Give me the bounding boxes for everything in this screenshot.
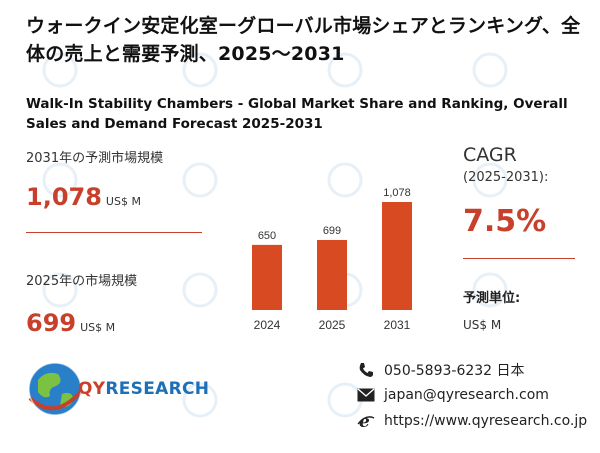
logo-text: QYRESEARCH (78, 379, 209, 399)
bar-value-label-2031: 1,078 (383, 187, 411, 199)
bar-value-label-2024: 650 (258, 230, 276, 242)
forecast-value-row: 1,078 US$ M (26, 183, 141, 211)
email-link[interactable]: japan@qyresearch.com (384, 387, 549, 403)
x-tick-label-2024: 2024 (254, 318, 281, 332)
bar-2024 (252, 244, 282, 310)
contact-email: japan@qyresearch.com (356, 386, 549, 404)
contact-web: e https://www.qyresearch.co.jp (356, 412, 587, 430)
email-icon (356, 386, 376, 404)
contact-phone: 050-5893-6232 日本 (356, 360, 525, 380)
bar-chart: 650 2024 699 2025 1,078 2031 (252, 187, 412, 332)
page-title: ウォークイン安定化室ーグローバル市場シェアとランキング、全体の売上と需要予測、2… (26, 15, 581, 65)
logo-prefix: QY (78, 379, 106, 399)
svg-text:e: e (359, 412, 370, 430)
forecast-divider (26, 232, 202, 233)
forecast-label: 2031年の予測市場規模 (26, 151, 164, 166)
cagr-value: 7.5% (463, 204, 547, 239)
bar-value-label-2025: 699 (323, 225, 341, 237)
current-unit: US$ M (80, 321, 116, 334)
x-tick-label-2031: 2031 (384, 318, 411, 332)
bar-2031 (382, 202, 412, 310)
logo-suffix: RESEARCH (105, 379, 210, 399)
current-label: 2025年の市場規模 (26, 274, 138, 289)
cagr-period: (2025-2031): (463, 170, 549, 185)
cagr-title: CAGR (463, 144, 517, 166)
page-subtitle: Walk-In Stability Chambers - Global Mark… (26, 96, 568, 132)
bar-2025 (317, 239, 347, 310)
web-link[interactable]: https://www.qyresearch.co.jp (384, 413, 588, 429)
unit-title: 予測単位: (463, 291, 521, 306)
forecast-unit: US$ M (105, 195, 141, 208)
phone-text: 050-5893-6232 日本 (384, 363, 525, 379)
phone-icon (356, 361, 376, 379)
globe-logo-icon (28, 362, 84, 416)
brand-logo: QYRESEARCH (26, 360, 209, 418)
cagr-divider (463, 258, 575, 259)
forecast-value: 1,078 (26, 183, 102, 211)
current-value-row: 699 US$ M (26, 309, 115, 337)
web-icon: e (356, 412, 376, 430)
x-tick-label-2025: 2025 (319, 318, 346, 332)
unit-value: US$ M (463, 318, 502, 332)
current-value: 699 (26, 309, 77, 337)
